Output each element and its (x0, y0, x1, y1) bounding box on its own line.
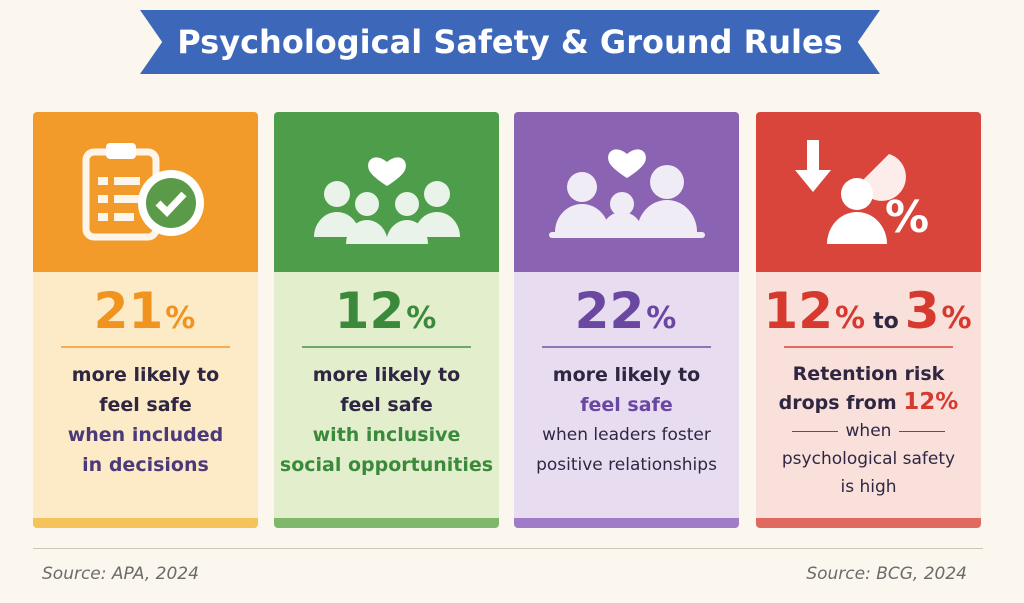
stat-unit: % (941, 301, 972, 336)
stat-unit: % (835, 301, 866, 336)
stat-number: 21 (93, 282, 164, 340)
footer-rule (33, 548, 983, 549)
desc: more likely to (552, 364, 701, 386)
desc: with inclusive (312, 424, 461, 446)
desc: when (845, 421, 892, 441)
desc-highlight: 12% (903, 389, 959, 415)
desc: when leaders foster (542, 425, 711, 445)
source: Source: APA, 2024 (42, 564, 199, 584)
icon (82, 143, 204, 241)
source: Source: BCG, 2024 (806, 564, 967, 584)
desc: in decisions (82, 454, 209, 476)
stat-unit: % (406, 301, 437, 336)
desc: Retention risk (792, 363, 945, 385)
desc: more likely to (312, 364, 461, 386)
stat-number: 12 (763, 282, 834, 340)
icon (548, 149, 705, 238)
desc: drops from (778, 392, 897, 414)
desc: social opportunities (279, 454, 494, 476)
stat-number: 3 (904, 282, 940, 340)
desc: feel safe (340, 394, 433, 416)
title: Psychological Safety & Ground Rules (177, 23, 843, 61)
stat-card: 21% more likely to feel safe when includ… (33, 112, 258, 528)
desc: more likely to (71, 364, 220, 386)
divider (542, 346, 711, 348)
stat-number: 22 (574, 282, 645, 340)
divider (784, 346, 953, 348)
desc: when included (67, 424, 224, 446)
desc: is high (840, 477, 897, 497)
icon: % (794, 140, 929, 244)
desc: feel safe (580, 394, 673, 416)
svg-text:%: % (884, 192, 928, 243)
stat-unit: % (165, 301, 196, 336)
divider (61, 346, 230, 348)
stat-card: % 12% to 3% Retention risk drops from 12% … (756, 112, 981, 528)
desc: psychological safety (781, 449, 956, 469)
stat-unit: % (646, 301, 677, 336)
desc: positive relationships (536, 455, 717, 475)
title-banner: Psychological Safety & Ground Rules (140, 10, 880, 74)
stat-card: 22% more likely to feel safe when leader… (514, 112, 739, 528)
divider (302, 346, 471, 348)
stat-connector: to (873, 309, 899, 334)
stat-number: 12 (334, 282, 405, 340)
desc: feel safe (99, 394, 192, 416)
icon (313, 157, 460, 244)
stat-card: 12% more likely to feel safe with inclus… (274, 112, 499, 528)
